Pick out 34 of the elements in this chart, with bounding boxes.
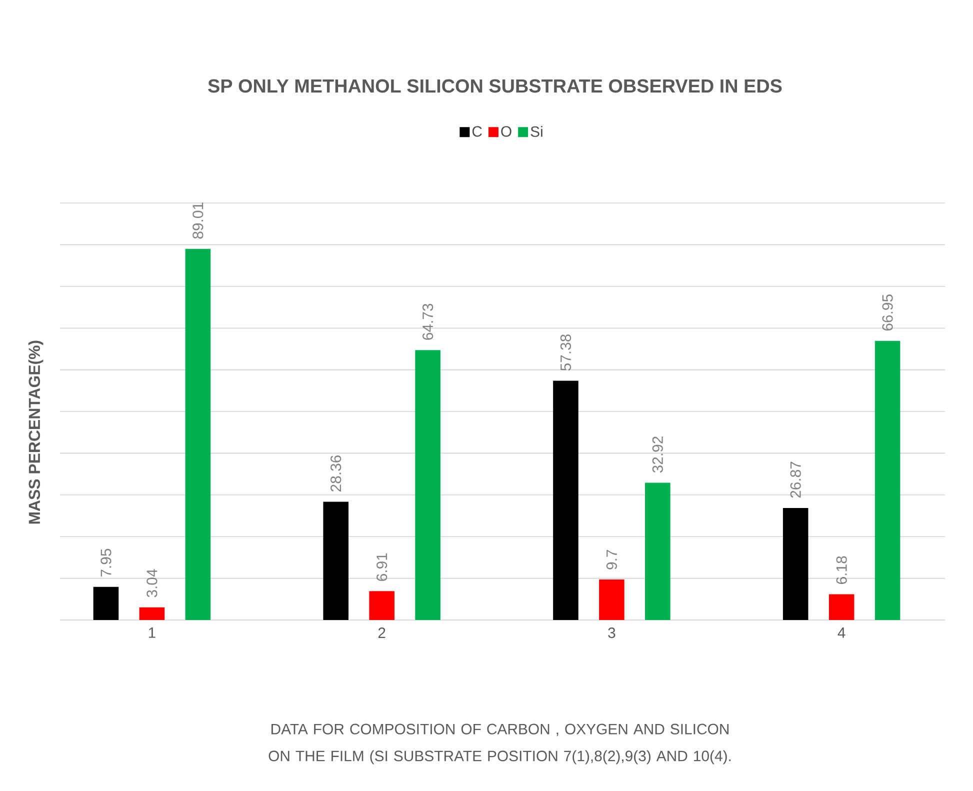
bar	[553, 380, 578, 620]
y-axis-title: MASS PERCENTAGE(%)	[28, 340, 44, 524]
x-tick-label: 4	[838, 628, 846, 638]
bar	[828, 594, 854, 620]
data-label: 28.36	[330, 455, 342, 492]
data-label: 7.95	[100, 548, 112, 577]
legend-label: Si	[530, 126, 542, 137]
bar	[185, 248, 211, 620]
data-label: 32.92	[652, 436, 663, 473]
chart-title: SP ONLY METHANOL SILICON SUBSTRATE OBSERVED IN EDS	[208, 79, 782, 93]
bar	[93, 586, 119, 620]
data-label: 89.01	[192, 202, 204, 239]
bar	[599, 580, 624, 620]
bar	[323, 502, 348, 620]
data-label: 6.91	[376, 553, 388, 581]
bar	[369, 591, 394, 620]
data-label: 57.38	[560, 334, 572, 371]
data-label: 64.73	[422, 304, 434, 340]
x-tick-label: 2	[378, 628, 386, 638]
bar	[415, 350, 440, 620]
legend-label: O	[501, 126, 512, 137]
x-tick-label: 1	[148, 628, 156, 638]
text: DATA FOR COMPOSITION OF CARBON , OXYGEN AND SILICON ON THE FILM (SI SUBSTRATE POSITION 7(1),8(2),9(3) AND 10(4).	[268, 724, 731, 764]
legend-label: C	[472, 126, 482, 137]
bar	[139, 607, 165, 620]
data-label: 3.04	[146, 569, 158, 598]
bar	[782, 508, 808, 620]
data-label: 26.87	[790, 462, 801, 498]
x-tick-label: 3	[608, 628, 616, 638]
bar	[874, 340, 900, 620]
data-label: 9.7	[606, 550, 617, 570]
data-label: 66.95	[882, 294, 893, 331]
bar	[645, 482, 670, 620]
data-label: 6.18	[836, 556, 847, 584]
